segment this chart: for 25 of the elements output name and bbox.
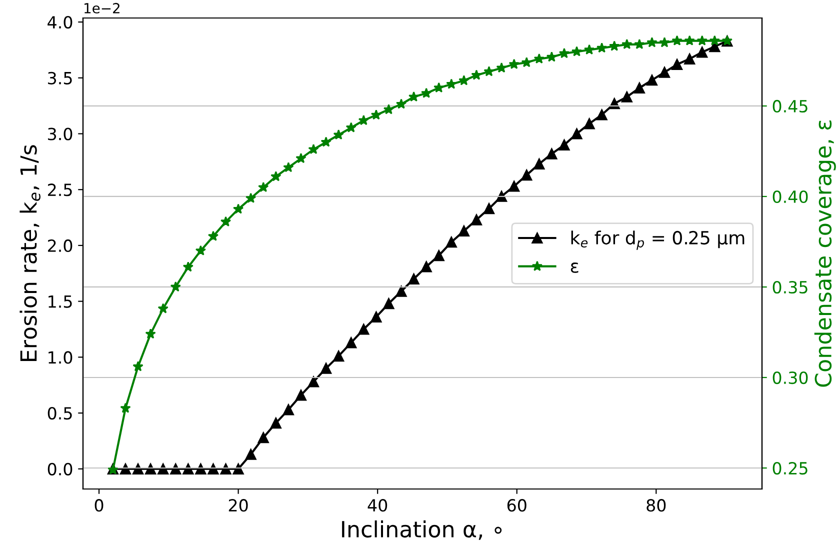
y-tick-label: 3.5 [48, 72, 72, 84]
y-axis-title: Erosion rate, k$_{e}$, 1/s [20, 145, 40, 361]
y2-tick-label: 0.35 [772, 280, 808, 294]
x-tick-label: 0 [94, 499, 104, 512]
legend-label: ε [570, 262, 578, 273]
text: 1e−2 [84, 2, 120, 14]
y-tick-label: 0.0 [48, 462, 72, 476]
x-tick-label: 80 [646, 499, 666, 512]
y-tick-label: 4.0 [48, 16, 72, 29]
x-tick-label: 40 [368, 499, 388, 512]
y-tick-label: 1.5 [48, 295, 72, 308]
y-tick-label: 3.0 [48, 128, 72, 140]
y-tick-label: 2.5 [48, 184, 72, 196]
y2-tick-label: 0.45 [772, 100, 808, 113]
y2-axis-title: Condensate coverage, ε [814, 120, 836, 387]
y-tick-label: 0.5 [48, 406, 72, 420]
y-tick-label: 2.0 [48, 239, 72, 252]
y2-tick-label: 0.40 [772, 190, 808, 204]
y2-tick-label: 0.25 [772, 462, 808, 475]
legend-label: k$_{e}$ for d$_{p}$ = 0.25 μm [571, 230, 744, 250]
x-axis-title: Inclination α, ∘ [342, 520, 502, 540]
x-tick-label: 60 [507, 499, 526, 512]
x-tick-label: 20 [228, 499, 248, 512]
y-tick-label: 1.0 [48, 351, 72, 364]
y2-tick-label: 0.30 [772, 371, 808, 384]
